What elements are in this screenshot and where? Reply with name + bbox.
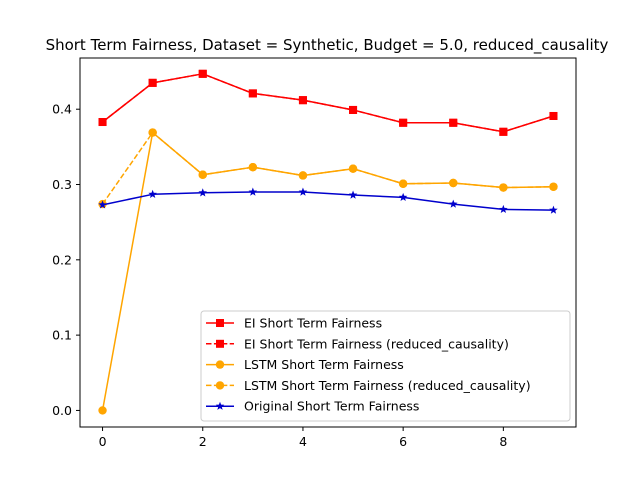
data-point <box>98 200 107 209</box>
data-point <box>398 179 408 188</box>
y-tick-label: 0.4 <box>52 102 72 117</box>
data-point <box>348 164 358 173</box>
data-point <box>349 105 358 114</box>
data-point <box>499 127 508 136</box>
data-point <box>499 204 508 214</box>
legend-marker <box>215 381 225 390</box>
legend-entry: Original Short Term Fairness <box>206 399 419 414</box>
series-line <box>102 191 554 211</box>
data-point <box>448 199 458 208</box>
data-point <box>248 162 258 172</box>
legend: EI Short Term Fairness EI Short Term Fair… <box>200 310 571 422</box>
data-point <box>298 171 308 180</box>
data-point <box>198 69 207 78</box>
data-point <box>348 190 358 199</box>
data-point <box>449 118 458 127</box>
series-line <box>102 73 554 133</box>
data-point <box>298 96 307 105</box>
data-point <box>549 182 558 191</box>
data-point <box>248 89 257 98</box>
data-point <box>198 188 208 197</box>
data-point <box>449 178 458 188</box>
data-point <box>398 192 408 201</box>
y-tick-label: 0.0 <box>52 403 72 418</box>
data-point <box>198 170 207 179</box>
series-0 <box>98 69 558 136</box>
data-point <box>499 183 508 192</box>
data-point <box>148 189 157 198</box>
y-tick-label: 0.1 <box>52 328 72 343</box>
series-layer <box>98 69 558 415</box>
x-tick-label: 4 <box>299 434 307 449</box>
y-tick-label: 0.3 <box>52 177 72 192</box>
data-point <box>298 187 308 196</box>
x-tick-label: 0 <box>99 434 107 449</box>
legend-label: LSTM Short Term Fairness (reduced_causal… <box>244 378 531 393</box>
legend-label: EI Short Term Fairness (reduced_causalit… <box>244 336 509 351</box>
data-point <box>98 118 107 127</box>
data-point <box>98 406 107 415</box>
x-tick-label: 2 <box>199 434 207 449</box>
series-line <box>102 73 554 133</box>
legend-label: LSTM Short Term Fairness <box>244 357 404 372</box>
series-2 <box>98 128 558 415</box>
legend-marker <box>216 319 224 327</box>
legend-entry: LSTM Short Term Fairness (reduced_causal… <box>206 378 531 393</box>
data-point <box>148 78 157 87</box>
x-tick-label: 8 <box>499 434 507 449</box>
data-point <box>399 118 408 127</box>
data-point <box>148 128 157 137</box>
series-4 <box>98 187 558 214</box>
plot-area <box>79 57 577 428</box>
data-point <box>248 187 258 196</box>
chart-title: Short Term Fairness, Dataset = Synthetic… <box>46 36 609 55</box>
legend-marker <box>215 401 225 410</box>
series-3 <box>98 128 558 209</box>
legend-label: Original Short Term Fairness <box>244 399 419 414</box>
data-point <box>549 111 558 120</box>
x-axis: 0 2 4 6 8 <box>99 427 507 449</box>
axes-frame <box>79 57 577 428</box>
legend-entry: EI Short Term Fairness <box>206 316 382 331</box>
legend-box <box>200 310 571 422</box>
legend-entry: LSTM Short Term Fairness <box>206 357 404 372</box>
x-tick-label: 6 <box>399 434 407 449</box>
data-point <box>549 205 558 214</box>
y-tick-label: 0.2 <box>52 252 72 267</box>
series-line <box>101 131 554 411</box>
legend-entry: EI Short Term Fairness (reduced_causalit… <box>206 336 509 351</box>
legend-marker <box>215 360 225 369</box>
legend-marker <box>216 339 224 348</box>
legend-label: EI Short Term Fairness <box>244 316 382 331</box>
y-axis: 0.0 0.1 0.2 0.3 0.4 <box>52 102 80 418</box>
